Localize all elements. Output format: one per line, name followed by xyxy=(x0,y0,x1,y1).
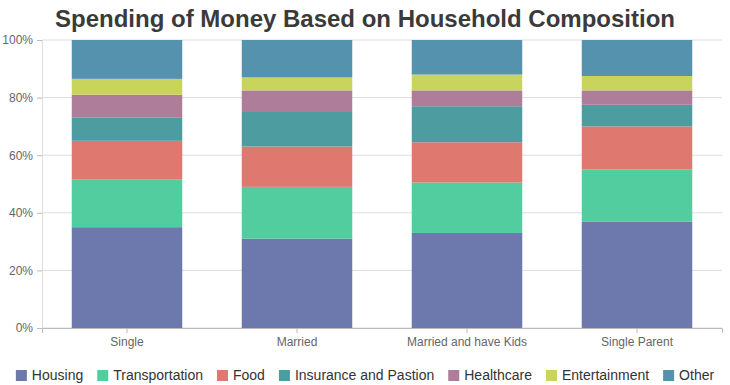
bar xyxy=(72,118,183,141)
legend-item: Healthcare xyxy=(448,367,532,383)
tick: 100% xyxy=(2,33,42,47)
bar xyxy=(582,105,693,127)
legend: Housing Transportation Food Insurance and P… xyxy=(16,367,715,383)
legend-swatch xyxy=(448,370,459,381)
grid xyxy=(42,40,722,328)
tick-mark xyxy=(637,328,638,333)
series xyxy=(72,40,693,79)
bar xyxy=(242,112,353,147)
bar xyxy=(72,79,183,95)
tick-mark xyxy=(37,213,42,214)
legend-label: Other xyxy=(679,367,714,383)
legend-swatch xyxy=(663,370,674,381)
bar xyxy=(412,90,523,106)
bar xyxy=(242,187,353,239)
bar xyxy=(412,106,523,142)
tick-label: 40% xyxy=(9,206,33,220)
legend-item: Food xyxy=(217,367,265,383)
legend-label: Insurance and Pastion xyxy=(295,367,434,383)
legend-swatch xyxy=(217,370,228,381)
tick: 40% xyxy=(9,206,42,220)
bar xyxy=(72,180,183,228)
bar xyxy=(582,221,693,328)
tick-label: 20% xyxy=(9,264,33,278)
tick-mark xyxy=(467,328,468,333)
bar xyxy=(72,95,183,118)
bar xyxy=(582,40,693,76)
tick: 20% xyxy=(9,264,42,278)
legend-item: Insurance and Pastion xyxy=(279,367,434,383)
tick-label: Married and have Kids xyxy=(407,335,527,349)
bar xyxy=(242,77,353,90)
bar xyxy=(412,233,523,328)
bar xyxy=(242,239,353,328)
tick: 0% xyxy=(16,321,42,335)
tick: Married xyxy=(277,328,318,349)
series xyxy=(72,170,693,239)
bar xyxy=(242,90,353,112)
legend-swatch xyxy=(16,370,27,381)
legend-label: Entertainment xyxy=(562,367,649,383)
tick-mark xyxy=(37,98,42,99)
tick: Single Parent xyxy=(601,328,674,349)
bars xyxy=(72,40,693,328)
bar xyxy=(582,90,693,104)
tick-mark xyxy=(297,328,298,333)
chart: Spending of Money Based on Household Com… xyxy=(0,0,730,385)
legend-label: Food xyxy=(233,367,265,383)
tick-mark xyxy=(37,155,42,156)
tick-mark xyxy=(127,328,128,333)
series xyxy=(72,221,693,328)
tick-mark xyxy=(37,270,42,271)
tick-label: Married xyxy=(277,335,318,349)
tick-label: Single xyxy=(110,335,144,349)
x-axis: Single Married Married and have Kids Single… xyxy=(43,328,723,349)
tick-label: 80% xyxy=(9,91,33,105)
bar xyxy=(242,40,353,77)
legend-label: Transportation xyxy=(113,367,203,383)
bar xyxy=(72,227,183,328)
bar xyxy=(582,126,693,169)
bar xyxy=(72,40,183,79)
tick: Single xyxy=(110,328,144,349)
bar xyxy=(582,170,693,222)
legend-item: Entertainment xyxy=(546,367,649,383)
tick: 80% xyxy=(9,91,42,105)
bar xyxy=(72,141,183,180)
title: Spending of Money Based on Household Com… xyxy=(55,5,675,32)
tick-mark xyxy=(37,40,42,41)
tick-label: 100% xyxy=(2,33,33,47)
tick: Married and have Kids xyxy=(407,328,527,349)
tick: 60% xyxy=(9,149,42,163)
legend-label: Housing xyxy=(32,367,83,383)
legend-item: Housing xyxy=(16,367,83,383)
tick-label: Single Parent xyxy=(601,335,674,349)
bar xyxy=(412,75,523,91)
tick-mark xyxy=(37,328,42,329)
bar xyxy=(242,147,353,187)
y-axis: 0% 20% 40% 60% 80% 100% xyxy=(2,33,42,335)
bar xyxy=(412,183,523,233)
bar xyxy=(582,76,693,90)
axis-line xyxy=(43,329,723,334)
legend-item: Transportation xyxy=(97,367,203,383)
tick-label: 60% xyxy=(9,149,33,163)
bar xyxy=(412,40,523,75)
tick-label: 0% xyxy=(16,321,34,335)
legend-swatch xyxy=(97,370,108,381)
axis-line xyxy=(37,41,43,329)
legend-label: Healthcare xyxy=(464,367,532,383)
legend-item: Other xyxy=(663,367,714,383)
legend-swatch xyxy=(279,370,290,381)
legend-swatch xyxy=(546,370,557,381)
bar xyxy=(412,142,523,182)
plot: 0% 20% 40% 60% 80% 100% Single Married Married a… xyxy=(2,33,722,348)
